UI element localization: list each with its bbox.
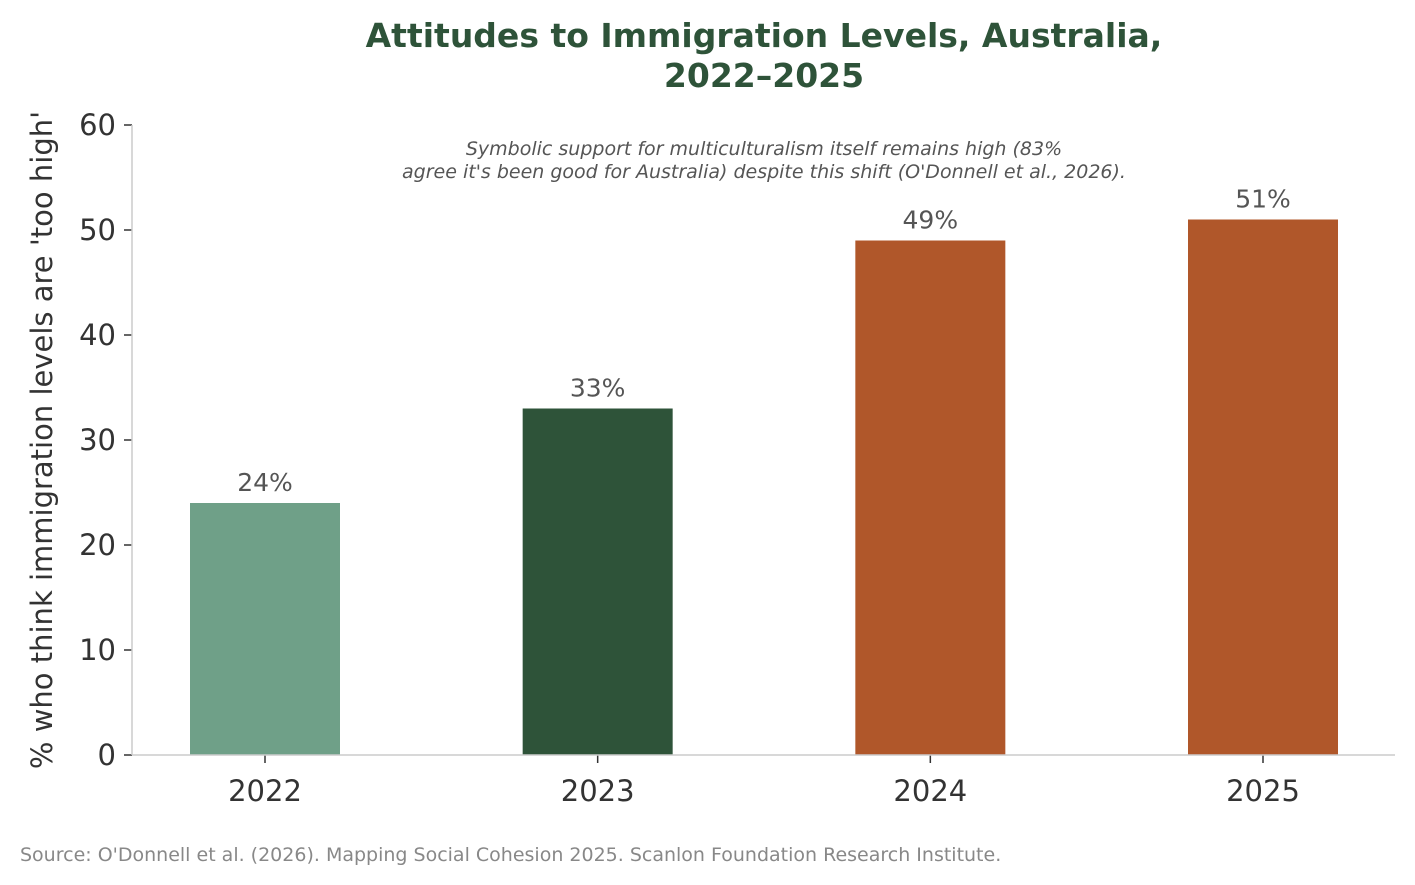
y-tick-label-10: 10 bbox=[79, 633, 116, 667]
data-label-2025: 51% bbox=[1235, 185, 1291, 214]
bar-2022 bbox=[190, 503, 340, 755]
x-tick-label-2025: 2025 bbox=[1226, 774, 1300, 808]
y-ticks-group: 0 10 20 30 40 50 60 bbox=[79, 108, 132, 772]
bars-group bbox=[190, 219, 1338, 755]
bar-2025 bbox=[1188, 219, 1338, 755]
chart-title-line-1: Attitudes to Immigration Levels, Austral… bbox=[366, 16, 1163, 55]
y-tick-label-50: 50 bbox=[79, 213, 116, 247]
source-note: Source: O'Donnell et al. (2026). Mapping… bbox=[20, 844, 1001, 866]
data-label-2024: 49% bbox=[903, 206, 959, 235]
x-tick-label-2024: 2024 bbox=[893, 774, 967, 808]
x-tick-label-2023: 2023 bbox=[561, 774, 635, 808]
data-labels-group: 24% 33% 49% 51% bbox=[237, 185, 1291, 498]
bar-2023 bbox=[522, 408, 673, 755]
chart-annotation-line-1: Symbolic support for multiculturalism it… bbox=[466, 138, 1062, 160]
y-tick-label-60: 60 bbox=[79, 108, 116, 142]
x-tick-label-2022: 2022 bbox=[228, 774, 302, 808]
bar-2024 bbox=[855, 240, 1006, 755]
y-tick-label-40: 40 bbox=[79, 318, 116, 352]
data-label-2023: 33% bbox=[570, 374, 626, 403]
y-tick-label-0: 0 bbox=[98, 738, 116, 772]
y-tick-label-30: 30 bbox=[79, 423, 116, 457]
chart-title-line-2: 2022–2025 bbox=[664, 56, 864, 95]
y-axis-label: % who think immigration levels are 'too … bbox=[25, 111, 59, 769]
data-label-2022: 24% bbox=[237, 468, 293, 497]
y-tick-label-20: 20 bbox=[79, 528, 116, 562]
chart-annotation-line-2: agree it's been good for Australia) desp… bbox=[402, 161, 1126, 183]
x-ticks-group: 2022 2023 2024 2025 bbox=[228, 755, 1300, 808]
